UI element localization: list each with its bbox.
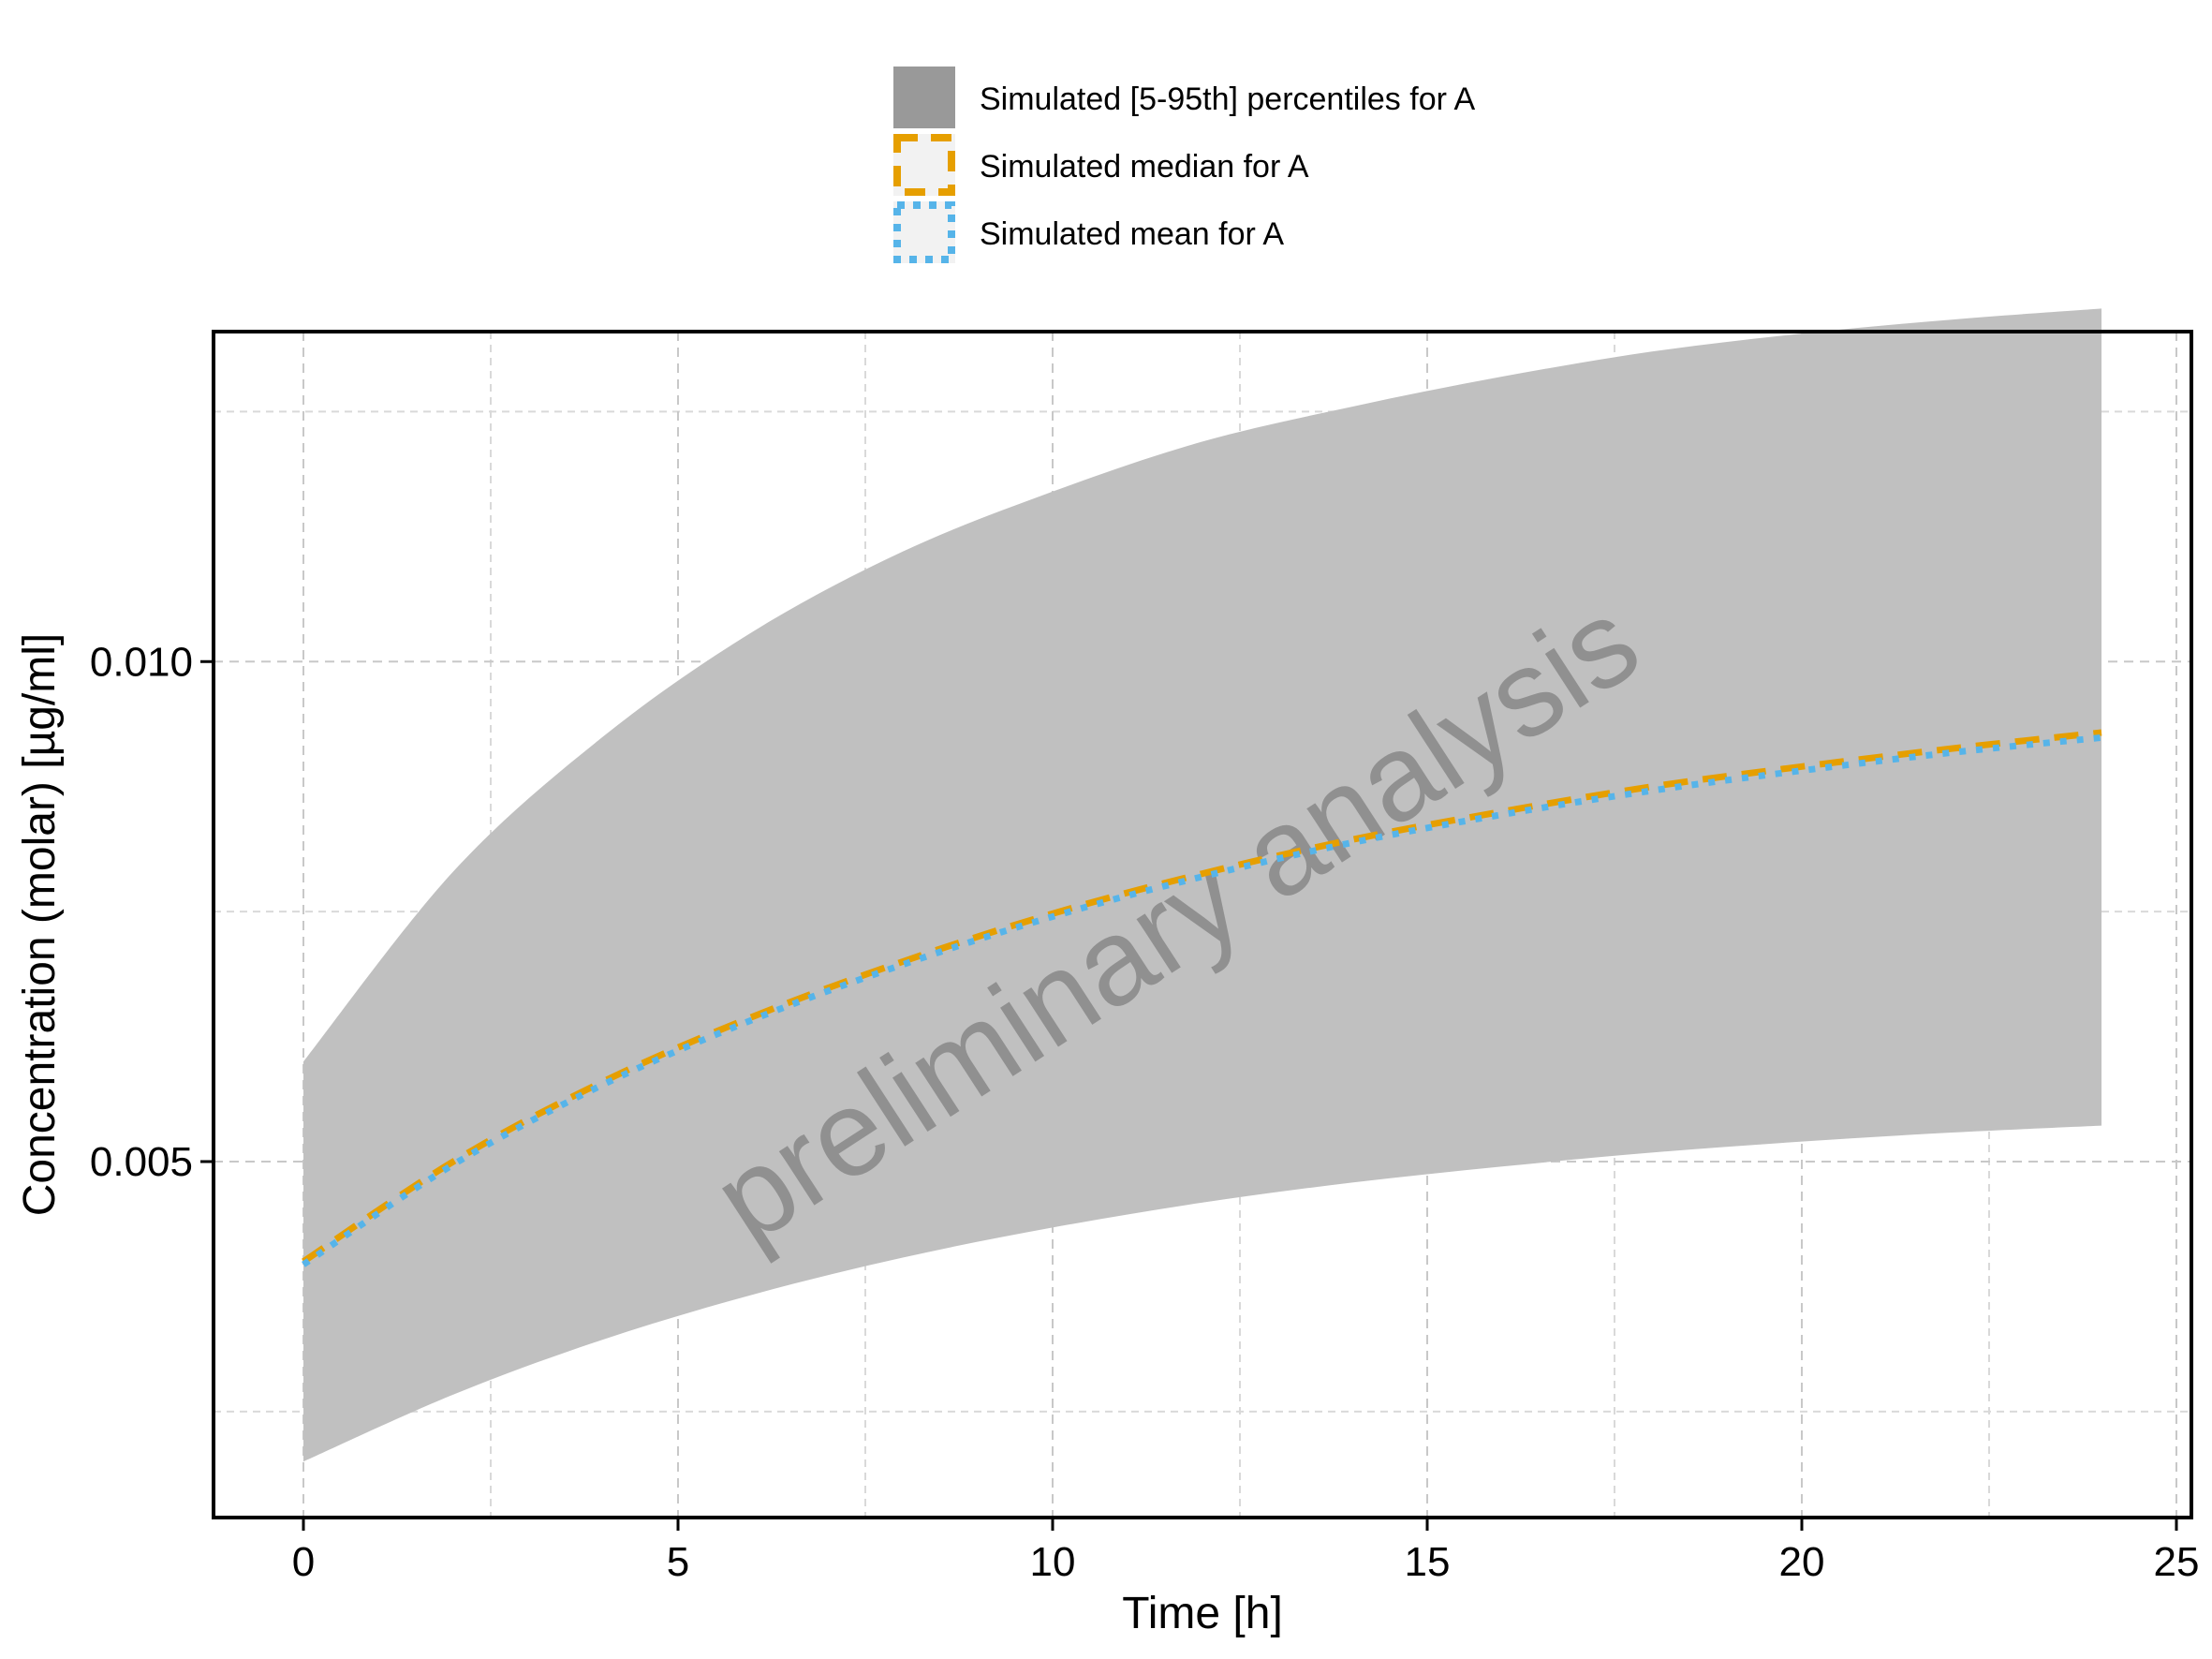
x-axis-title: Time [h] [1122,1589,1283,1638]
y-tick-label: 0.005 [90,1139,193,1185]
y-tick-label: 0.010 [90,639,193,685]
plot-area: preliminary analysis 0 5 10 15 20 25 0.0050.0… [90,308,2200,1585]
legend-key-median [893,134,955,196]
legend-item-mean: Simulated mean for A [893,201,1284,263]
y-axis: 0.005 0.010 [90,639,214,1185]
median-line [302,729,2102,1265]
x-axis: 0 5 10 15 20 25 [292,1518,2200,1585]
legend-item-median: Simulated median for A [893,134,1309,196]
x-tick-label: 0 [292,1539,315,1585]
legend-label-mean: Simulated mean for A [980,216,1284,252]
panel-border [212,330,2193,1519]
x-tick-label: 15 [1405,1539,1451,1585]
legend-label-median: Simulated median for A [980,149,1309,185]
x-tick-label: 20 [1779,1539,1825,1585]
legend-label-ribbon: Simulated [5-95th] percentiles for A [980,81,1475,117]
y-axis-title: Concentration (molar) [µg/ml] [15,633,65,1217]
ribbon-5-95-percentiles [303,308,2101,1462]
legend-item-ribbon: Simulated [5-95th] percentiles for A [893,67,1475,128]
legend-key-mean [893,201,955,263]
x-tick-label: 10 [1030,1539,1076,1585]
legend-key-ribbon [893,67,955,128]
x-tick-label: 5 [667,1539,689,1585]
legend-key-median-bg [893,134,955,196]
legend-key-mean-bg [893,201,955,263]
x-tick-label: 25 [2154,1539,2200,1585]
legend: Simulated [5-95th] percentiles for A Sim… [893,67,1475,263]
